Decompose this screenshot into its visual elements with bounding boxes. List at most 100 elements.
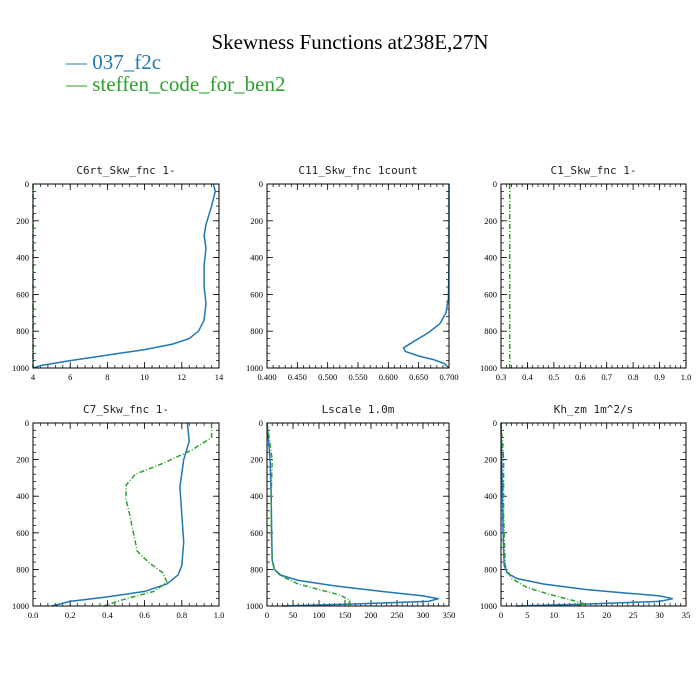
y-tick-label: 600 — [484, 528, 497, 538]
x-tick-label: 0.0 — [28, 610, 39, 620]
panel-6: Kh_zm 1m^2/s 0 5 10 15 20 25 30 35 0 200 400 600 800 1… — [480, 403, 690, 620]
y-tick-label: 400 — [484, 491, 497, 501]
y-tick-label: 0 — [259, 179, 263, 189]
y-tick-label: 200 — [16, 455, 29, 465]
x-tick-label: 0.650 — [409, 372, 428, 382]
x-tick-label: 0 — [499, 610, 503, 620]
x-tick-label: 0.7 — [601, 372, 612, 382]
y-tick-label: 1000 — [246, 363, 263, 373]
x-tick-label: 15 — [576, 610, 585, 620]
y-tick-label: 0 — [25, 418, 29, 428]
y-tick-label: 800 — [250, 326, 263, 336]
plot-frame — [32, 183, 220, 369]
y-tick-label: 200 — [250, 455, 263, 465]
panel-3: C1_Skw_fnc 1- 0.3 0.4 0.5 0.6 0.7 0.8 0.9 1.0 0 20… — [480, 164, 691, 382]
x-tick-label: 0.6 — [139, 610, 150, 620]
y-tick-label: 200 — [484, 216, 497, 226]
y-tick-label: 0 — [25, 179, 29, 189]
x-tick-label: 14 — [215, 372, 224, 382]
x-tick-label: 4 — [31, 372, 36, 382]
x-tick-label: 200 — [365, 610, 378, 620]
plot-frame — [500, 183, 687, 369]
y-tick-label: 400 — [250, 253, 263, 263]
x-tick-label: 0.9 — [654, 372, 665, 382]
y-tick-label: 200 — [16, 216, 29, 226]
panel-1: C6rt_Skw_fnc 1- 4 6 8 10 12 14 0 200 400 600 800 100… — [12, 164, 224, 382]
legend-swatch-1: — — [66, 50, 93, 74]
y-tick-label: 600 — [16, 528, 29, 538]
x-tick-label: 8 — [105, 372, 109, 382]
x-tick-label: 12 — [178, 372, 187, 382]
x-tick-label: 35 — [682, 610, 691, 620]
x-tick-label: 1.0 — [681, 372, 692, 382]
x-tick-label: 0.400 — [257, 372, 276, 382]
legend-label-2: steffen_code_for_ben2 — [92, 72, 286, 96]
x-tick-label: 0.8 — [176, 610, 187, 620]
series-line-2 — [500, 422, 586, 607]
series-line-1 — [266, 422, 439, 607]
x-tick-label: 0.4 — [522, 372, 533, 382]
panel-4: C7_Skw_fnc 1- 0.0 0.2 0.4 0.6 0.8 1.0 0 200 400 60… — [12, 403, 224, 620]
x-tick-label: 0.6 — [575, 372, 586, 382]
series-line-1 — [32, 183, 217, 369]
x-tick-label: 0.8 — [628, 372, 639, 382]
x-tick-label: 0.3 — [496, 372, 507, 382]
figure-title: Skewness Functions at238E,27N — [211, 30, 489, 54]
y-tick-label: 0 — [493, 179, 497, 189]
y-tick-label: 400 — [250, 491, 263, 501]
y-tick-label: 200 — [484, 455, 497, 465]
x-tick-label: 25 — [629, 610, 638, 620]
plot-frame — [266, 422, 450, 607]
x-tick-label: 0.500 — [318, 372, 337, 382]
x-tick-label: 300 — [417, 610, 430, 620]
panel-title: C6rt_Skw_fnc 1- — [76, 164, 175, 177]
y-tick-label: 800 — [484, 326, 497, 336]
x-tick-label: 350 — [443, 610, 456, 620]
y-tick-label: 800 — [484, 564, 497, 574]
panel-title: C7_Skw_fnc 1- — [83, 403, 169, 416]
x-tick-label: 20 — [602, 610, 611, 620]
panel-title: Kh_zm 1m^2/s — [554, 403, 633, 416]
y-tick-label: 0 — [259, 418, 263, 428]
x-tick-label: 10 — [140, 372, 149, 382]
x-tick-label: 50 — [289, 610, 298, 620]
y-tick-label: 400 — [16, 491, 29, 501]
legend-swatch-2: — — [66, 72, 93, 96]
y-tick-label: 1000 — [12, 363, 29, 373]
series-line-2 — [266, 422, 352, 607]
series-line-1 — [500, 422, 673, 607]
y-tick-label: 1000 — [480, 363, 497, 373]
series-line-2 — [103, 423, 213, 607]
plot-frame — [266, 183, 450, 369]
x-tick-label: 5 — [525, 610, 529, 620]
y-tick-label: 600 — [250, 528, 263, 538]
panel-5: Lscale 1.0m 0 50 100 150 200 250 300 350 0 200 400 6… — [246, 403, 455, 620]
panel-2: C11_Skw_fnc 1count 0.400 0.450 0.500 0.550 0.… — [246, 164, 459, 382]
legend-entry-1: — 037_f2c — [66, 50, 161, 75]
x-tick-label: 100 — [313, 610, 326, 620]
x-tick-label: 0.700 — [439, 372, 458, 382]
y-tick-label: 800 — [16, 326, 29, 336]
x-tick-label: 0.600 — [379, 372, 398, 382]
y-tick-label: 200 — [250, 216, 263, 226]
x-tick-label: 0.550 — [348, 372, 367, 382]
y-tick-label: 1000 — [246, 601, 263, 611]
series-line-1 — [402, 184, 450, 369]
x-tick-label: 0.2 — [65, 610, 76, 620]
panel-title: C11_Skw_fnc 1count — [298, 164, 417, 177]
panel-title: Lscale 1.0m — [322, 403, 395, 416]
x-tick-label: 0.4 — [102, 610, 113, 620]
y-tick-label: 800 — [250, 564, 263, 574]
y-tick-label: 1000 — [12, 601, 29, 611]
x-tick-label: 6 — [68, 372, 72, 382]
y-tick-label: 800 — [16, 564, 29, 574]
y-tick-label: 600 — [250, 289, 263, 299]
panel-title: C1_Skw_fnc 1- — [550, 164, 636, 177]
y-tick-label: 600 — [16, 289, 29, 299]
x-tick-label: 0.450 — [288, 372, 307, 382]
legend-entry-2: — steffen_code_for_ben2 — [66, 72, 285, 97]
x-tick-label: 0.5 — [549, 372, 560, 382]
y-tick-label: 400 — [484, 253, 497, 263]
